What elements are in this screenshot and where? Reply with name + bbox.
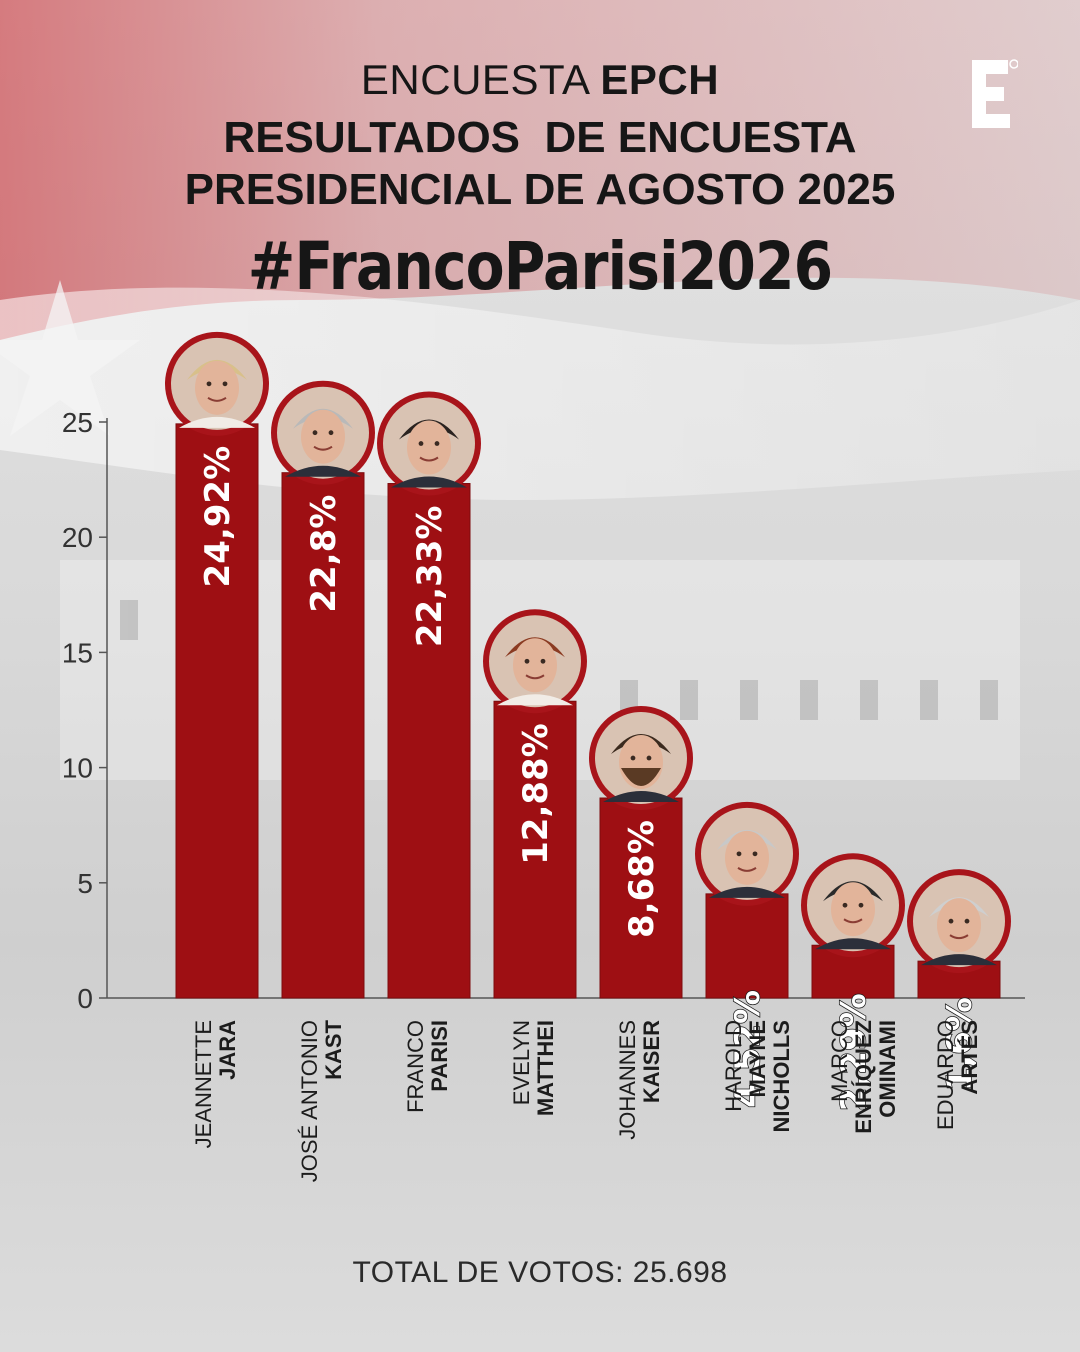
y-tick-label: 5: [77, 868, 93, 899]
candidate-label: JOSÉ ANTONIO KAST: [297, 1020, 358, 1280]
bar-value-label: 8,68%: [622, 820, 662, 938]
bar-value-label: 22,8%: [304, 495, 344, 613]
portrait-woman-red-brown-hair-icon: [483, 609, 587, 714]
candidate-last-name: PARISI: [427, 1020, 452, 1092]
bar-value-label: 2,29%: [834, 993, 874, 1111]
y-tick-label: 20: [62, 522, 93, 553]
results-title-line1: RESULTADOS DE ENCUESTA: [223, 113, 857, 162]
candidate-label: EDUARDO ARTÉS: [933, 1020, 994, 1280]
candidate-label: MARCO ENRÍQUEZ OMINAMI: [827, 1020, 900, 1280]
y-tick-label: 0: [77, 983, 93, 1014]
candidate-label: JOHANNES KAISER: [615, 1020, 676, 1280]
portrait-man-black-hair-icon: [801, 853, 905, 958]
candidate-first-name: JOSÉ ANTONIO: [297, 1020, 322, 1183]
bar-value-label: 1,6%: [940, 997, 980, 1091]
bar-matthei: [493, 700, 577, 999]
portrait-woman-short-blond-hair-icon: [165, 331, 269, 436]
candidate-last-name: ARTÉS: [957, 1020, 982, 1095]
candidate-label: JEANNETTE JARA: [191, 1020, 252, 1280]
bar-kaiser: [599, 797, 683, 999]
results-title-line2: PRESIDENCIAL DE AGOSTO 2025: [184, 165, 896, 214]
candidate-first-name: EDUARDO: [933, 1020, 958, 1131]
portrait-man-beard-icon: [589, 706, 693, 811]
survey-heading-prefix: ENCUESTA: [360, 56, 601, 103]
results-title: RESULTADOS DE ENCUESTA PRESIDENCIAL DE A…: [0, 112, 1080, 216]
y-tick-label: 15: [62, 637, 93, 668]
candidate-last-name: MAYNE: [745, 1020, 770, 1098]
candidate-last-name: KAISER: [639, 1020, 664, 1104]
bar-value-label: 22,33%: [410, 506, 450, 648]
portrait-man-grey-hair-suit-icon: [271, 380, 375, 485]
candidate-last-name: KAST: [321, 1020, 346, 1080]
brand-logo-icon: [972, 59, 1018, 128]
survey-heading: ENCUESTA EPCH: [0, 56, 1080, 104]
bar-kast: [281, 472, 365, 999]
candidate-first-name: MARCO: [827, 1020, 852, 1102]
bar-value-label: 4,52%: [728, 990, 768, 1108]
candidate-last-name: NICHOLLS: [769, 1020, 794, 1133]
portrait-man-dark-hair-suit-icon: [377, 391, 481, 496]
bar-jara: [175, 423, 259, 999]
bar-value-label: 12,88%: [516, 723, 556, 865]
candidate-last-name: ENRÍQUEZ: [851, 1020, 876, 1134]
candidate-last-name: OMINAMI: [875, 1020, 900, 1118]
bar-mayne-nicholls: [705, 893, 789, 999]
survey-heading-brand: EPCH: [600, 56, 720, 103]
y-tick-label: 10: [62, 753, 93, 784]
candidate-first-name: HAROLD: [721, 1020, 746, 1112]
candidate-first-name: FRANCO: [403, 1020, 428, 1113]
hashtag: #FrancoParisi2026: [247, 228, 833, 305]
candidate-first-name: JEANNETTE: [191, 1020, 216, 1149]
bar-parisi: [387, 483, 471, 999]
candidate-first-name: JOHANNES: [615, 1020, 640, 1140]
bar-value-label: 24,92%: [198, 446, 238, 588]
y-tick-label: 25: [62, 407, 93, 438]
total-votes: TOTAL DE VOTOS: 25.698: [352, 1256, 728, 1289]
candidate-last-name: JARA: [215, 1020, 240, 1080]
candidate-label: FRANCO PARISI: [403, 1020, 464, 1280]
candidate-label: EVELYN MATTHEI: [509, 1020, 570, 1280]
portrait-elderly-man-icon: [907, 869, 1011, 974]
portrait-man-grey-hair-icon: [695, 801, 799, 906]
candidate-first-name: EVELYN: [509, 1020, 534, 1106]
candidate-label: HAROLD MAYNE NICHOLLS: [721, 1020, 794, 1280]
candidate-last-name: MATTHEI: [533, 1020, 558, 1117]
